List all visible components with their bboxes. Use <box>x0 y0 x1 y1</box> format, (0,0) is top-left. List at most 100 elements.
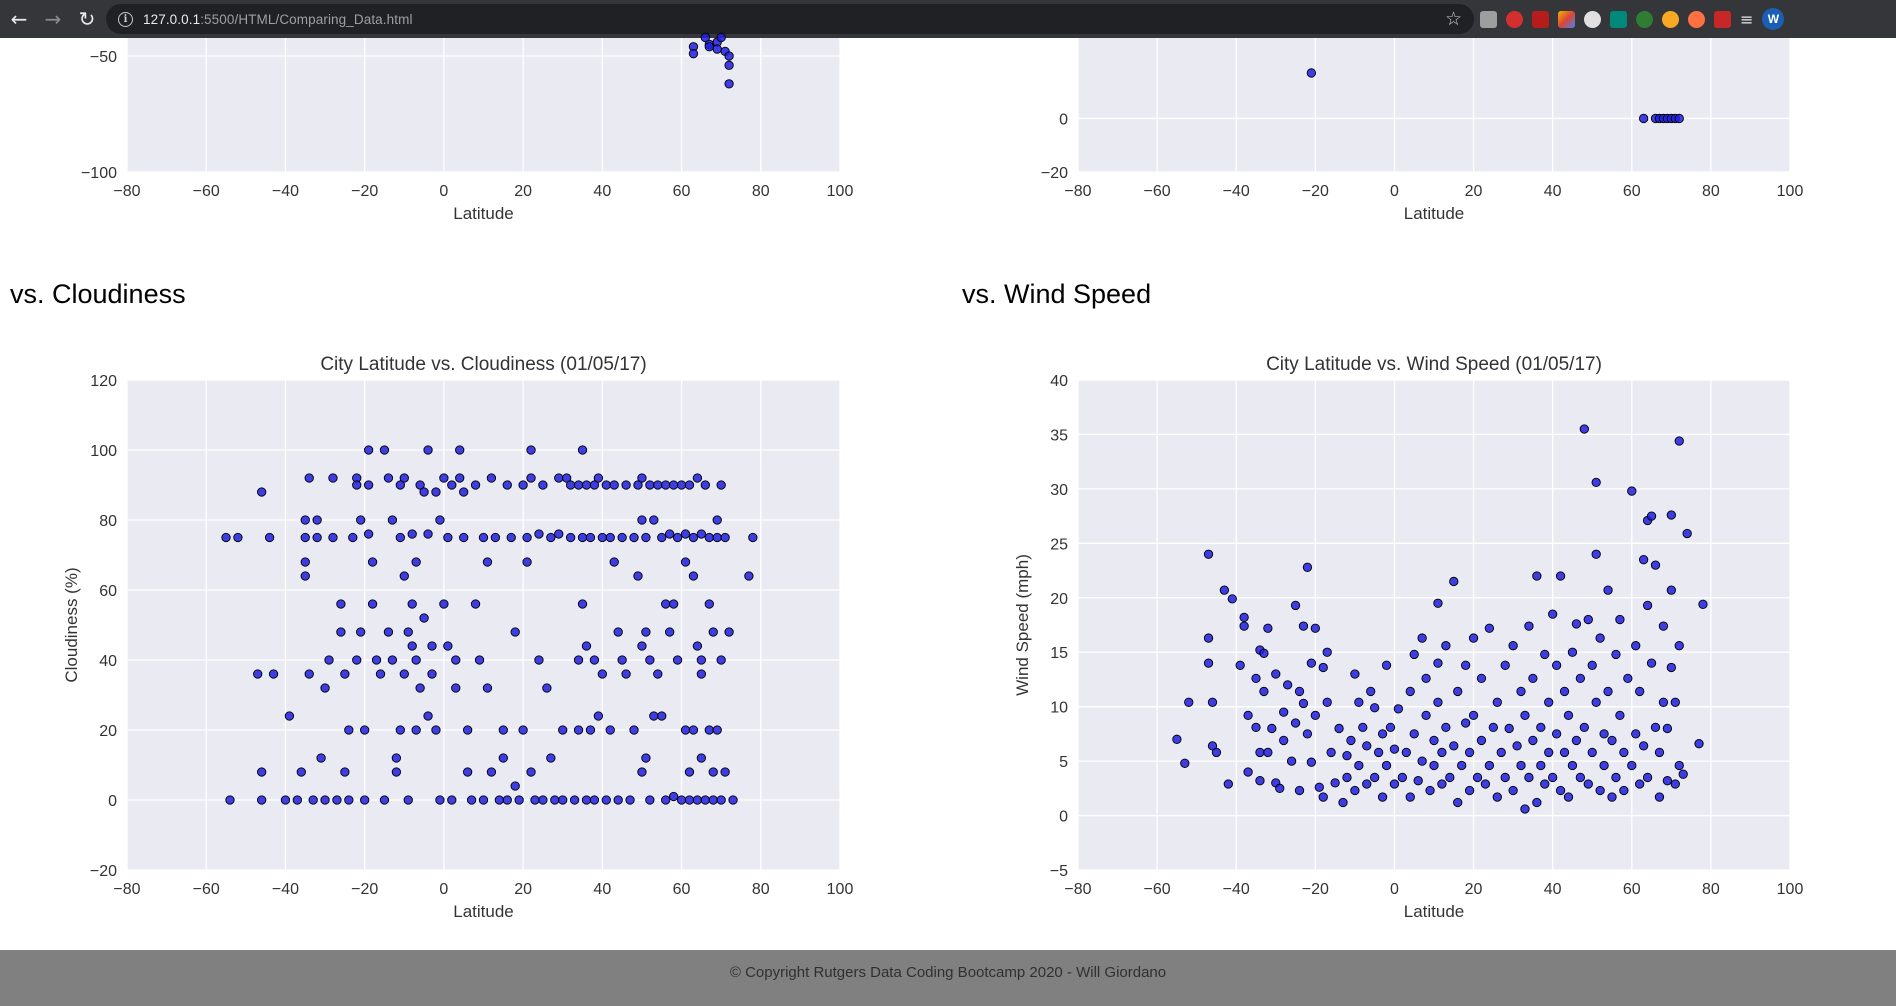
data-point <box>371 655 382 665</box>
data-point <box>1294 785 1305 796</box>
data-point <box>459 487 469 497</box>
data-point <box>1623 673 1633 684</box>
extension-icon[interactable] <box>1506 10 1523 28</box>
data-point <box>708 627 718 637</box>
bookmark-star-icon[interactable]: ☆ <box>1444 8 1462 30</box>
extension-icon[interactable] <box>1714 10 1731 28</box>
data-point <box>585 725 596 735</box>
data-point <box>597 669 607 679</box>
reading-list-icon[interactable]: ≡ <box>1740 9 1754 29</box>
data-point <box>1342 751 1352 761</box>
data-point <box>1555 571 1566 581</box>
data-point <box>352 655 362 665</box>
data-point <box>1599 760 1609 771</box>
data-point <box>1528 673 1538 684</box>
y-axis-label: Wind Speed (mph) <box>1013 554 1032 696</box>
data-point <box>1615 710 1625 721</box>
forward-arrow-icon[interactable]: → <box>44 7 62 31</box>
data-point <box>1631 729 1641 739</box>
extension-icon[interactable] <box>1558 10 1575 28</box>
data-point <box>1496 747 1506 758</box>
x-tick-label: −60 <box>1144 881 1171 898</box>
data-point <box>708 795 718 805</box>
url-text[interactable]: 127.0.0.1:5500/HTML/Comparing_Data.html <box>143 12 413 27</box>
plot-area <box>127 380 840 870</box>
extension-icon[interactable] <box>1688 10 1705 28</box>
data-point <box>724 51 734 61</box>
data-point <box>534 655 544 665</box>
plot-area <box>127 38 840 172</box>
data-point <box>724 627 734 637</box>
info-icon[interactable]: i <box>118 11 133 27</box>
data-point <box>1674 760 1684 771</box>
data-point <box>344 795 354 805</box>
data-point <box>431 725 441 735</box>
data-point <box>676 795 687 805</box>
data-point <box>1417 756 1427 766</box>
data-point <box>447 480 457 490</box>
data-point <box>463 725 473 735</box>
data-point <box>1203 549 1214 559</box>
extension-icon[interactable] <box>1662 10 1679 28</box>
data-point <box>1488 722 1498 733</box>
data-point <box>641 627 651 637</box>
data-point <box>1460 660 1471 670</box>
extension-icon[interactable] <box>1636 10 1653 28</box>
x-tick-label: −60 <box>193 881 220 898</box>
data-point <box>1381 760 1392 771</box>
data-point <box>1370 703 1380 713</box>
x-tick-label: 40 <box>593 881 611 898</box>
data-point <box>1290 600 1301 611</box>
data-point <box>633 480 643 490</box>
data-point <box>518 725 528 735</box>
wind-speed-scatter-plot: −80 −60 −40 −20 0 20 40 60 80 100 −5 0 5 10 15 20 25 30 35… <box>1013 354 1803 921</box>
data-point <box>375 669 386 679</box>
data-point <box>455 473 465 483</box>
x-tick-label: 60 <box>673 881 691 898</box>
data-point <box>668 480 679 490</box>
x-tick-label: −20 <box>351 183 378 200</box>
data-point <box>257 487 267 497</box>
data-point <box>1441 641 1451 651</box>
extension-icon[interactable] <box>1610 10 1627 28</box>
data-point <box>661 480 671 490</box>
data-point <box>427 669 437 679</box>
extension-icon[interactable] <box>1480 10 1497 28</box>
data-point <box>1551 660 1562 670</box>
data-point <box>546 532 556 543</box>
data-point <box>1405 792 1415 802</box>
data-point <box>585 532 596 543</box>
data-point <box>1449 576 1459 587</box>
data-point <box>522 532 532 543</box>
data-point <box>1571 619 1582 629</box>
data-point <box>1306 757 1317 767</box>
data-point <box>1642 600 1653 611</box>
data-point <box>637 515 647 525</box>
extension-icon[interactable] <box>1584 10 1601 28</box>
data-point <box>657 711 667 721</box>
data-point <box>680 557 691 567</box>
data-point <box>538 480 548 490</box>
data-point <box>1670 779 1680 789</box>
data-point <box>415 480 425 490</box>
data-point <box>1306 68 1317 78</box>
data-point <box>427 641 437 651</box>
reload-icon[interactable]: ↻ <box>78 7 96 31</box>
back-arrow-icon[interactable]: ← <box>10 7 28 31</box>
data-point <box>593 711 604 721</box>
profile-avatar[interactable]: W <box>1762 8 1785 30</box>
data-point <box>1286 756 1297 766</box>
data-point <box>1429 735 1439 746</box>
data-point <box>1275 783 1285 793</box>
pdf-extension-icon[interactable] <box>1532 10 1549 28</box>
data-point <box>712 515 722 525</box>
data-point <box>680 725 691 735</box>
address-bar[interactable]: i 127.0.0.1:5500/HTML/Comparing_Data.htm… <box>106 4 1474 34</box>
data-point <box>692 641 703 651</box>
data-point <box>653 480 663 490</box>
data-point <box>1638 741 1649 751</box>
data-point <box>589 795 600 805</box>
y-axis-label: Cloudiness (%) <box>62 567 81 682</box>
data-point <box>1666 662 1676 673</box>
data-point <box>1334 723 1344 734</box>
